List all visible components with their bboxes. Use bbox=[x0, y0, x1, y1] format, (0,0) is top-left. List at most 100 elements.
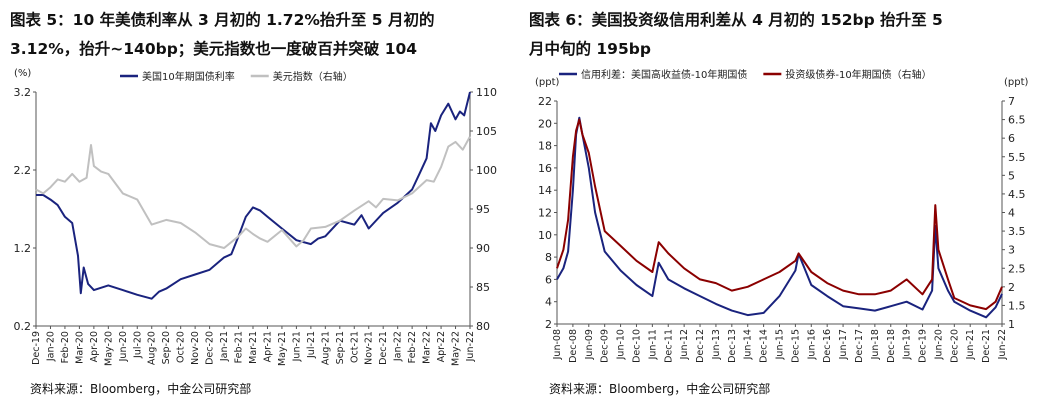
y-left-tick-label: 8 bbox=[545, 251, 552, 264]
figure-5-source: 资料来源：Bloomberg，中金公司研究部 bbox=[30, 382, 252, 396]
x-tick-label: Mar-21 bbox=[248, 331, 259, 364]
x-tick-label: May-22 bbox=[451, 331, 462, 366]
figure-5-title-line2: 3.12%，抬升~140bp；美元指数也一度破百并突破 104 bbox=[10, 40, 418, 58]
legend-label-0: 美国10年期国债利率 bbox=[142, 70, 235, 83]
x-tick-label: Jul-20 bbox=[132, 331, 143, 359]
x-tick-label: Jun-21 bbox=[291, 331, 302, 362]
x-tick-label: Jul-21 bbox=[306, 331, 317, 359]
y-right-tick-label: 4.5 bbox=[1008, 188, 1026, 201]
x-tick-label: Jun-13 bbox=[711, 329, 722, 360]
y-left-tick-label: 6 bbox=[545, 273, 552, 286]
x-tick-label: May-20 bbox=[103, 331, 114, 366]
x-tick-label: Apr-21 bbox=[262, 331, 273, 362]
y-left-tick-label: 18 bbox=[538, 140, 552, 153]
x-tick-label: Jun-20 bbox=[933, 329, 944, 360]
figure-6-title-line1: 图表 6：美国投资级信用利差从 4 月初的 152bp 抬升至 5 bbox=[529, 11, 943, 29]
y-right-tick-label: 100 bbox=[476, 164, 497, 177]
x-tick-label: Nov-21 bbox=[364, 331, 375, 365]
x-tick-label: Jun-17 bbox=[838, 329, 849, 360]
x-tick-label: Dec-10 bbox=[631, 329, 642, 363]
x-tick-label: Feb-20 bbox=[60, 331, 71, 363]
series-line-1 bbox=[556, 118, 1003, 311]
y-right-tick-label: 5.5 bbox=[1008, 151, 1026, 164]
legend-label-1: 投资级债券-10年期国债（右轴） bbox=[785, 68, 931, 81]
y-left-unit: (%) bbox=[14, 68, 31, 79]
series-line-0 bbox=[556, 116, 1003, 319]
y-right-tick-label: 2.5 bbox=[1008, 262, 1026, 275]
y-right-tick-label: 85 bbox=[476, 281, 490, 294]
figure-6-source: 资料来源：Bloomberg，中金公司研究部 bbox=[549, 382, 771, 396]
x-tick-label: Jun-22 bbox=[997, 329, 1008, 360]
x-tick-label: Nov-20 bbox=[190, 331, 201, 365]
x-tick-label: Jan-22 bbox=[393, 331, 404, 362]
y-right-tick-label: 95 bbox=[476, 203, 490, 216]
y-left-tick-label: 2 bbox=[545, 318, 552, 331]
x-tick-label: Mar-22 bbox=[422, 331, 433, 364]
y-right-tick-label: 90 bbox=[476, 242, 490, 255]
y-right-tick-label: 6.5 bbox=[1008, 114, 1026, 127]
x-tick-label: Dec-21 bbox=[981, 329, 992, 363]
x-tick-label: Dec-09 bbox=[600, 329, 611, 363]
y-left-tick-label: 2.2 bbox=[14, 164, 32, 177]
x-tick-label: Feb-22 bbox=[407, 331, 418, 363]
y-right-tick-label: 3 bbox=[1008, 244, 1015, 257]
y-right-tick-label: 1.5 bbox=[1008, 299, 1026, 312]
y-right-tick-label: 2 bbox=[1008, 281, 1015, 294]
y-right-tick-label: 105 bbox=[476, 125, 497, 138]
x-tick-label: Dec-20 bbox=[205, 331, 216, 365]
x-tick-label: Jun-12 bbox=[679, 329, 690, 360]
y-right-tick-label: 80 bbox=[476, 320, 490, 333]
x-tick-label: Dec-21 bbox=[378, 331, 389, 365]
y-right-unit: (ppt) bbox=[1004, 77, 1029, 88]
x-tick-label: Dec-08 bbox=[568, 329, 579, 363]
y-left-tick-label: 10 bbox=[538, 229, 552, 242]
y-left-tick-label: 12 bbox=[538, 207, 552, 220]
x-tick-label: Jun-22 bbox=[465, 331, 476, 362]
x-tick-label: Jun-10 bbox=[616, 329, 627, 360]
x-tick-label: Oct-21 bbox=[349, 331, 360, 363]
x-tick-label: Dec-15 bbox=[790, 329, 801, 363]
x-tick-label: Dec-18 bbox=[886, 329, 897, 363]
legend-label-1: 美元指数（右轴） bbox=[273, 70, 353, 83]
legend-label-0: 信用利差：美国高收益债-10年期国债 bbox=[581, 68, 747, 81]
y-left-tick-label: 16 bbox=[538, 162, 552, 175]
x-tick-label: Aug-20 bbox=[147, 331, 158, 365]
y-left-tick-label: 0.2 bbox=[14, 320, 32, 333]
x-tick-label: Apr-20 bbox=[89, 331, 100, 362]
figure-5-title-line1: 图表 5：10 年美债利率从 3 月初的 1.72%抬升至 5 月初的 bbox=[10, 11, 435, 29]
x-tick-label: Jun-19 bbox=[902, 329, 913, 360]
x-tick-label: Jan-20 bbox=[45, 331, 56, 362]
series-line-0 bbox=[36, 91, 471, 300]
x-tick-label: Mar-20 bbox=[74, 331, 85, 364]
x-tick-label: Dec-19 bbox=[918, 329, 929, 363]
x-tick-label: Jan-21 bbox=[219, 331, 230, 362]
x-tick-label: Jun-09 bbox=[584, 329, 595, 360]
x-tick-label: Dec-13 bbox=[727, 329, 738, 363]
y-right-tick-label: 6 bbox=[1008, 132, 1015, 145]
x-tick-label: Jun-15 bbox=[775, 329, 786, 360]
x-tick-label: May-21 bbox=[277, 331, 288, 366]
x-tick-label: Dec-17 bbox=[854, 329, 865, 363]
x-tick-label: Feb-21 bbox=[234, 331, 245, 363]
y-right-tick-label: 7 bbox=[1008, 95, 1015, 108]
figure-5-panel: 图表 5：10 年美债利率从 3 月初的 1.72%抬升至 5 月初的 3.12… bbox=[10, 11, 498, 396]
x-tick-label: Dec-12 bbox=[695, 329, 706, 363]
y-left-tick-label: 14 bbox=[538, 184, 552, 197]
figure-6-title: 图表 6：美国投资级信用利差从 4 月初的 152bp 抬升至 5 月中旬的 1… bbox=[529, 6, 1029, 64]
x-tick-label: Dec-19 bbox=[31, 331, 42, 365]
x-tick-label: Dec-14 bbox=[759, 329, 770, 363]
x-tick-label: Jun-16 bbox=[806, 329, 817, 360]
y-left-tick-label: 22 bbox=[538, 95, 552, 108]
x-tick-label: Jun-14 bbox=[743, 329, 754, 360]
y-left-tick-label: 3.2 bbox=[14, 86, 32, 99]
x-tick-label: Aug-21 bbox=[320, 331, 331, 365]
credit-spread-chart: (ppt) (ppt) 2 4 6 8 10 12 14 16 18 20 22 1 1.5 2 2.5 3 3.5… bbox=[535, 68, 1029, 363]
y-right-tick-label: 110 bbox=[476, 86, 497, 99]
y-right-tick-label: 1 bbox=[1008, 318, 1015, 331]
x-tick-label: Apr-22 bbox=[436, 331, 447, 362]
x-tick-label: Dec-11 bbox=[663, 329, 674, 363]
x-tick-label: Jun-20 bbox=[118, 331, 129, 362]
y-left-tick-label: 4 bbox=[545, 296, 552, 309]
x-tick-label: Dec-16 bbox=[822, 329, 833, 363]
